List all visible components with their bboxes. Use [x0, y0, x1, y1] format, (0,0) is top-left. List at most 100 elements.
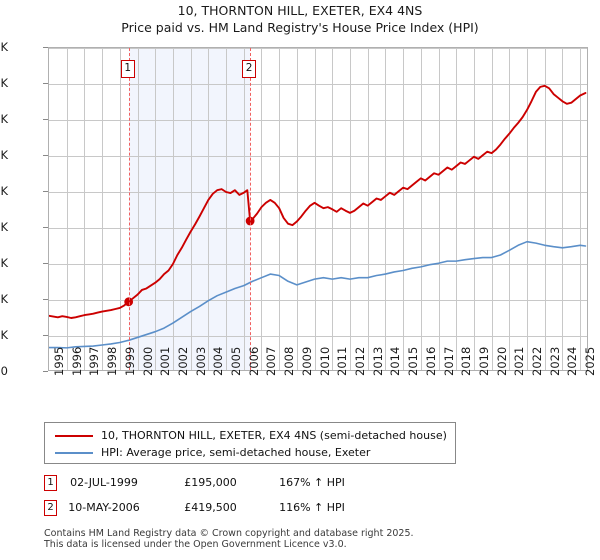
x-axis-tick-label: 2024 — [565, 346, 580, 376]
gridline-vertical — [102, 48, 104, 370]
gridline-vertical — [527, 48, 529, 370]
x-axis-tick-label: 2004 — [211, 346, 226, 376]
x-axis-tick-label: 2017 — [441, 346, 456, 376]
y-axis-tick — [43, 263, 48, 264]
gridline-vertical — [296, 48, 298, 370]
x-axis-tick-label: 1995 — [52, 346, 66, 376]
x-axis-tick-label: 2003 — [193, 346, 208, 376]
gridline-horizontal — [49, 120, 587, 121]
y-axis-tick — [43, 83, 48, 84]
y-axis-tick-label: £100K — [0, 328, 8, 342]
footer-line-1: Contains HM Land Registry data © Crown c… — [44, 528, 414, 539]
x-axis-tick-label: 2020 — [494, 346, 509, 376]
legend-label-hpi: HPI: Average price, semi-detached house,… — [101, 446, 371, 459]
sale-period-band — [128, 48, 251, 370]
title-block: 10, THORNTON HILL, EXETER, EX4 4NS Price… — [0, 2, 600, 36]
gridline-vertical — [438, 48, 440, 370]
x-axis-tick-label: 2005 — [229, 346, 244, 376]
y-axis-tick-label: £500K — [0, 184, 8, 198]
x-axis-tick-label: 2000 — [140, 346, 155, 376]
gridline-horizontal — [49, 264, 587, 265]
x-axis-tick-label: 2025 — [583, 346, 598, 376]
transaction-date: 02-JUL-1999 — [70, 476, 138, 489]
gridline-horizontal — [49, 336, 587, 337]
x-axis-tick-label: 2012 — [352, 346, 367, 376]
gridline-vertical — [137, 48, 139, 370]
legend-swatch-hpi — [55, 451, 93, 454]
gridline-vertical — [155, 48, 157, 370]
transaction-index-badge[interactable]: 2 — [44, 500, 57, 516]
sale-marker-badge[interactable]: 2 — [242, 60, 257, 78]
gridline-vertical — [172, 48, 174, 370]
gridline-vertical — [314, 48, 316, 370]
x-axis-tick-label: 2022 — [530, 346, 545, 376]
footer-line-2: This data is licensed under the Open Gov… — [44, 539, 347, 550]
gridline-vertical — [190, 48, 192, 370]
x-axis-tick-label: 2014 — [388, 346, 403, 376]
x-axis-tick-label: 2015 — [406, 346, 421, 376]
gridline-vertical — [509, 48, 511, 370]
gridline-vertical — [385, 48, 387, 370]
x-axis-tick-label: 1998 — [105, 346, 120, 376]
y-axis-tick-label: £900K — [0, 40, 8, 54]
legend-label-price: 10, THORNTON HILL, EXETER, EX4 4NS (semi… — [101, 429, 447, 442]
gridline-horizontal — [49, 84, 587, 85]
x-axis-tick-label: 1996 — [69, 346, 84, 376]
hpi-average-line — [49, 240, 587, 349]
gridline-vertical — [208, 48, 210, 370]
gridline-horizontal — [49, 300, 587, 301]
gridline-vertical — [491, 48, 493, 370]
y-axis-tick-label: £800K — [0, 76, 8, 90]
gridline-vertical — [403, 48, 405, 370]
gridline-vertical — [119, 48, 121, 370]
gridline-vertical — [367, 48, 369, 370]
footer: Contains HM Land Registry data © Crown c… — [44, 528, 564, 550]
price-paid-line — [49, 84, 587, 319]
x-axis-tick-label: 2002 — [175, 346, 190, 376]
transaction-hpi-delta: 167% ↑ HPI — [279, 476, 345, 489]
x-axis-tick-label: 2010 — [317, 346, 332, 376]
x-axis-tick-label: 2018 — [459, 346, 474, 376]
legend-item-hpi: HPI: Average price, semi-detached house,… — [51, 444, 449, 461]
y-axis-tick — [43, 119, 48, 120]
x-axis-tick-label: 2007 — [264, 346, 279, 376]
y-axis-tick — [43, 155, 48, 156]
sale-marker-line — [128, 48, 130, 370]
gridline-vertical — [473, 48, 475, 370]
sale-marker-badge[interactable]: 1 — [120, 60, 135, 78]
transaction-index-badge[interactable]: 1 — [44, 475, 57, 491]
y-axis-tick-label: £200K — [0, 292, 8, 306]
gridline-vertical — [544, 48, 546, 370]
x-axis-tick-label: 2008 — [282, 346, 297, 376]
page-subtitle: Price paid vs. HM Land Registry's House … — [121, 20, 479, 35]
sale-point-dot[interactable] — [124, 297, 134, 307]
gridline-vertical — [349, 48, 351, 370]
gridline-vertical — [420, 48, 422, 370]
y-axis-tick — [43, 371, 48, 372]
y-axis-tick-label: £600K — [0, 148, 8, 162]
gridline-vertical — [456, 48, 458, 370]
chart-legend: 10, THORNTON HILL, EXETER, EX4 4NS (semi… — [44, 422, 456, 464]
chart-container: £0 £100K £200K £300K £400K £500K £600K £700K £80… — [0, 40, 600, 378]
y-axis-tick — [43, 227, 48, 228]
sale-marker-line — [250, 48, 252, 370]
y-axis-tick-label: £300K — [0, 256, 8, 270]
y-axis-tick-label: £0 — [0, 364, 8, 378]
gridline-horizontal — [49, 48, 587, 49]
x-axis-tick-label: 1999 — [122, 346, 137, 376]
gridline-vertical — [580, 48, 582, 370]
x-axis-tick-label: 2019 — [476, 346, 491, 376]
legend-swatch-price — [55, 434, 93, 437]
x-axis-tick-label: 2021 — [512, 346, 527, 376]
gridline-vertical — [562, 48, 564, 370]
x-axis-tick-label: 2001 — [158, 346, 173, 376]
x-axis-tick-label: 2023 — [547, 346, 562, 376]
x-axis-tick-label: 2009 — [299, 346, 314, 376]
y-axis-tick — [43, 191, 48, 192]
gridline-vertical — [66, 48, 68, 370]
transaction-date: 10-MAY-2006 — [68, 501, 140, 514]
x-axis-tick-label: 2011 — [335, 346, 350, 376]
x-axis-tick-label: 1997 — [87, 346, 102, 376]
transaction-price: £419,500 — [184, 501, 237, 514]
